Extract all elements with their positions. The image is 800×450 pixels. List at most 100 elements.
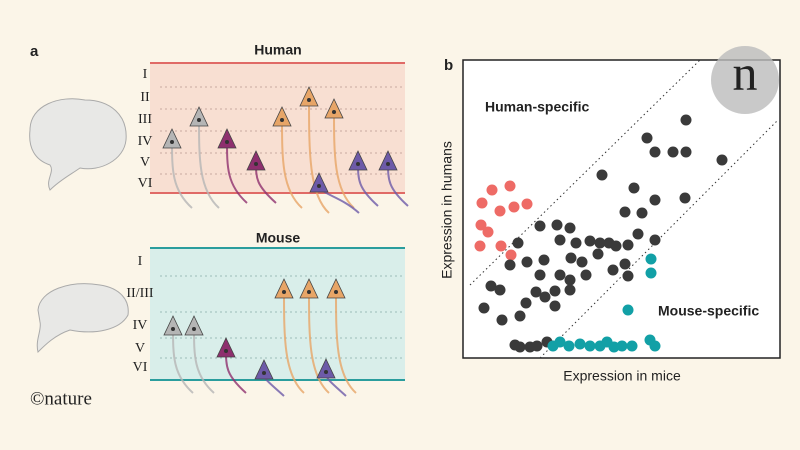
nucleus — [192, 327, 196, 331]
shared-point — [521, 256, 533, 268]
diagonals — [469, 59, 779, 359]
human-specific-point — [476, 197, 488, 209]
mouse-specific-point — [584, 340, 596, 352]
panel-label: a — [30, 43, 39, 60]
human-specific-point — [494, 205, 506, 217]
mouse-specific-point — [608, 341, 620, 353]
nucleus — [280, 118, 284, 122]
neuron-body — [299, 278, 319, 299]
shared-point — [649, 146, 661, 158]
layer-label: V — [135, 341, 145, 356]
layer-label: III — [138, 112, 152, 127]
neuron-axon — [198, 117, 220, 209]
human-specific-point — [495, 240, 507, 252]
mouse-specific-point — [645, 267, 657, 279]
logo — [711, 46, 779, 114]
neuron-body — [274, 278, 294, 299]
shared-point — [534, 220, 546, 232]
shared-point — [584, 235, 596, 247]
mouse-specific-point — [649, 340, 661, 352]
shared-point — [554, 269, 566, 281]
human-specific-point — [482, 226, 494, 238]
nucleus — [282, 290, 286, 294]
mouse-specific-point — [626, 340, 638, 352]
logo-letter: n — [733, 44, 758, 100]
neuron-body — [216, 337, 236, 358]
layer-label: II/III — [126, 286, 154, 301]
shared-point — [494, 284, 506, 296]
nucleus — [171, 327, 175, 331]
title: Human — [254, 42, 301, 58]
mouse-specific-point — [574, 338, 586, 350]
shared-point — [554, 234, 566, 246]
mouse-specific-point — [554, 336, 566, 348]
shared-point — [580, 269, 592, 281]
shared-point — [649, 234, 661, 246]
neuron-body — [254, 359, 274, 380]
shared-point — [596, 169, 608, 181]
mouse-brain — [36, 283, 129, 353]
human-brain — [29, 98, 127, 191]
shared-point — [622, 239, 634, 251]
shared-point — [641, 132, 653, 144]
nucleus — [356, 162, 360, 166]
neuron-body — [217, 128, 237, 149]
shared-point — [565, 252, 577, 264]
human-specific-point — [475, 219, 487, 231]
neuron-body — [378, 150, 398, 171]
neuron-body — [299, 86, 319, 107]
layer-label: V — [140, 155, 150, 170]
neuron-axon — [308, 97, 330, 214]
nucleus — [254, 162, 258, 166]
layer-label: II — [140, 90, 150, 105]
nucleus — [386, 162, 390, 166]
shared-point — [539, 291, 551, 303]
neuron-body — [326, 278, 346, 299]
neuron-body — [189, 106, 209, 127]
human-specific-point — [508, 201, 520, 213]
shared-point — [649, 194, 661, 206]
panel-label: b — [444, 57, 453, 74]
shared-point — [610, 240, 622, 252]
shared-point — [504, 259, 516, 271]
shared-point — [570, 237, 582, 249]
shared-point — [551, 219, 563, 231]
shared-point — [534, 269, 546, 281]
neuron-body — [246, 150, 266, 171]
nucleus — [262, 371, 266, 375]
neuron-body — [324, 98, 344, 119]
human-specific-point — [521, 198, 533, 210]
neuron-axon — [333, 109, 355, 209]
mouse-specific-point — [563, 340, 575, 352]
shared-point — [514, 341, 526, 353]
shared-point — [564, 284, 576, 296]
nucleus — [307, 98, 311, 102]
human-cortex — [150, 63, 405, 193]
mouse-cortex — [150, 248, 405, 380]
nucleus — [334, 290, 338, 294]
nucleus — [317, 184, 321, 188]
neuron-body — [348, 150, 368, 171]
shared-point — [478, 302, 490, 314]
shared-point — [622, 270, 634, 282]
shared-point — [619, 206, 631, 218]
shared-point — [530, 286, 542, 298]
shared-point — [680, 114, 692, 126]
neuron-body — [163, 315, 183, 336]
shared-point — [549, 300, 561, 312]
shared-point — [592, 248, 604, 260]
human-specific-point — [504, 180, 516, 192]
layer-label: IV — [138, 134, 153, 149]
layer-lines — [160, 86, 405, 175]
nucleus — [197, 118, 201, 122]
mouse-specific-point — [616, 340, 628, 352]
annotation: Human-specific — [485, 99, 589, 115]
credit: ©nature — [30, 388, 92, 409]
neuron-axon — [281, 117, 303, 209]
nucleus — [170, 140, 174, 144]
shared-point — [716, 154, 728, 166]
nucleus — [225, 140, 229, 144]
layer-label: VI — [138, 176, 153, 191]
neuron-axon — [335, 289, 357, 394]
shared-point — [628, 182, 640, 194]
